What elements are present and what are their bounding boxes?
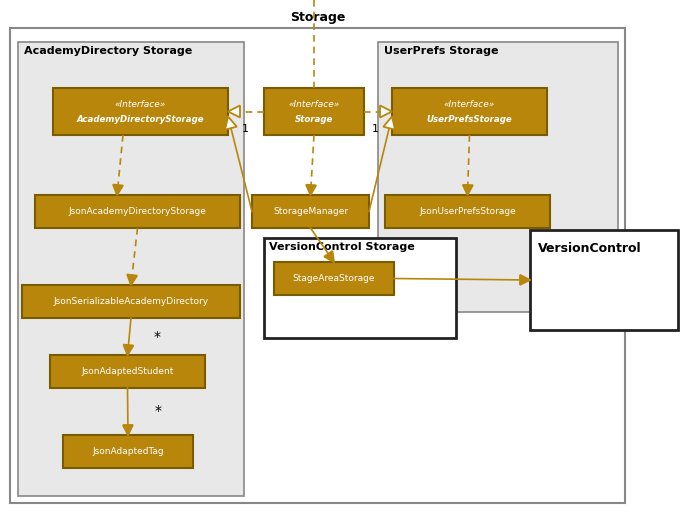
Text: JsonAcademyDirectoryStorage: JsonAcademyDirectoryStorage [69,207,206,216]
Text: «Interface»: «Interface» [115,100,166,109]
Polygon shape [123,425,133,435]
Polygon shape [123,344,133,355]
Text: 1: 1 [372,125,379,134]
Bar [530,230,678,330]
Text: JsonAdaptedTag: JsonAdaptedTag [92,447,164,456]
Bar [22,285,240,318]
Polygon shape [113,185,123,195]
Bar [264,238,456,338]
Bar [10,28,625,503]
Polygon shape [383,116,395,130]
Bar [50,355,205,388]
Text: JsonSerializableAcademyDirectory: JsonSerializableAcademyDirectory [54,297,209,306]
Bar [53,88,228,135]
Polygon shape [228,105,240,117]
Text: VersionControl: VersionControl [538,242,641,255]
Text: StorageManager: StorageManager [273,207,348,216]
Bar [264,88,364,135]
Polygon shape [127,275,137,285]
Text: JsonAdaptedStudent: JsonAdaptedStudent [82,367,174,376]
Text: AcademyDirectory Storage: AcademyDirectory Storage [24,46,192,56]
Polygon shape [306,185,316,195]
Polygon shape [324,251,334,262]
Text: «Interface»: «Interface» [444,100,495,109]
Bar [274,262,394,295]
Bar [63,435,193,468]
Text: *: * [154,404,161,418]
Bar [252,195,369,228]
Bar [385,195,550,228]
Text: Storage: Storage [289,11,345,24]
Text: «Interface»: «Interface» [288,100,340,109]
Bar [35,195,240,228]
Text: AcademyDirectoryStorage: AcademyDirectoryStorage [77,115,204,125]
Text: VersionControl Storage: VersionControl Storage [269,242,415,252]
Polygon shape [225,116,237,130]
Text: Storage: Storage [295,115,333,125]
Polygon shape [520,275,530,285]
Bar [378,42,618,312]
Text: UserPrefs Storage: UserPrefs Storage [384,46,499,56]
Text: *: * [154,329,161,343]
Polygon shape [380,105,392,117]
Bar [392,88,547,135]
Bar [18,42,244,496]
Text: JsonUserPrefsStorage: JsonUserPrefsStorage [419,207,516,216]
Polygon shape [463,185,473,195]
Text: 1: 1 [241,125,248,134]
Text: UserPrefsStorage: UserPrefsStorage [427,115,512,125]
Text: StageAreaStorage: StageAreaStorage [293,274,375,283]
